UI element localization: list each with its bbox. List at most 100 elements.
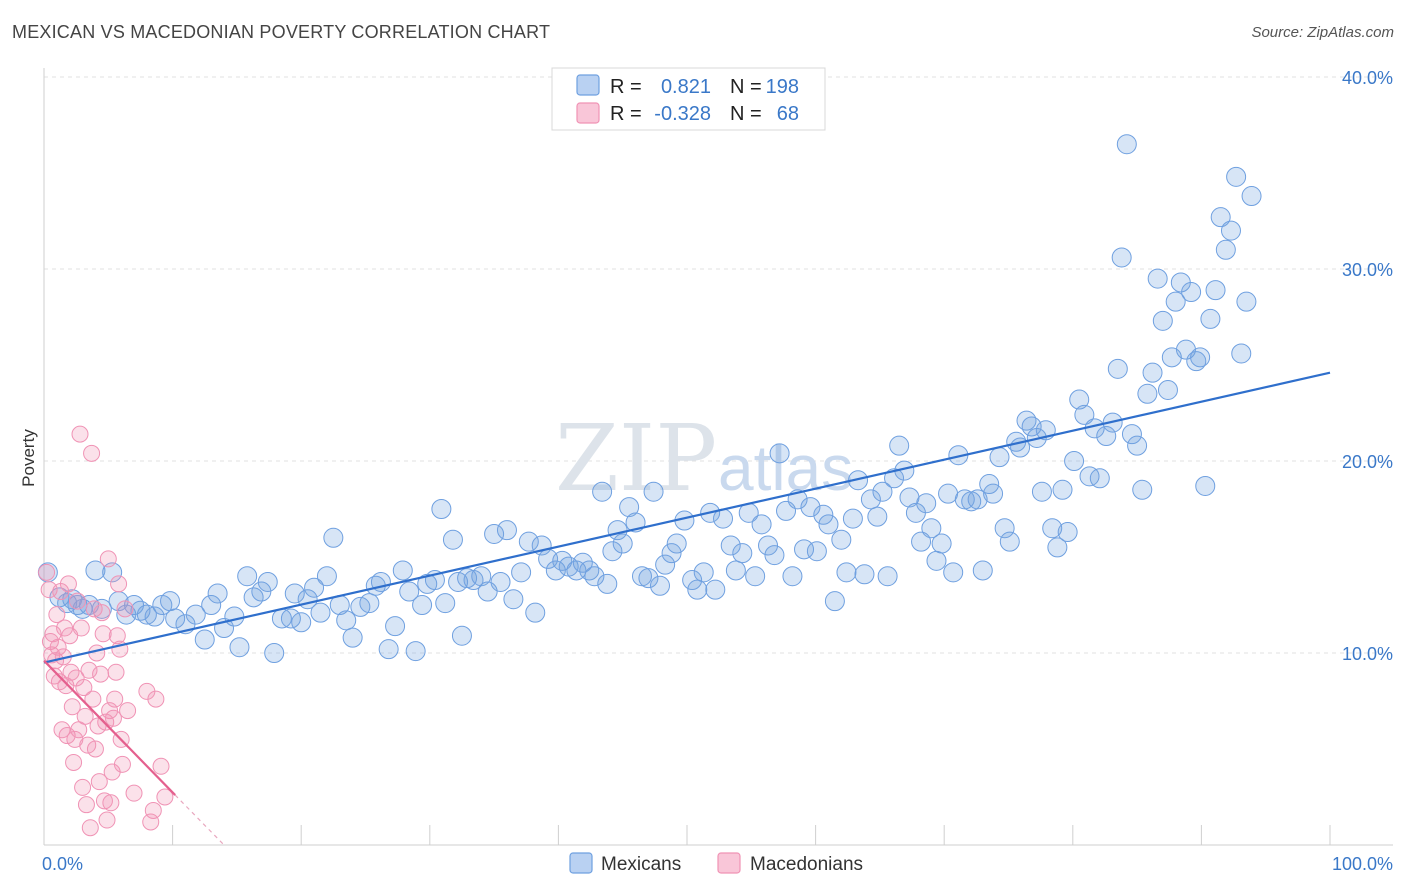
data-point: [224, 606, 245, 627]
data-point: [72, 619, 90, 637]
data-point: [98, 811, 116, 829]
data-point: [75, 679, 93, 697]
data-point: [597, 573, 618, 594]
data-point: [720, 535, 741, 556]
data-point: [1215, 239, 1236, 260]
data-point: [77, 796, 95, 814]
data-point: [92, 665, 110, 683]
data-point: [1200, 308, 1221, 329]
data-point: [237, 566, 258, 587]
data-point: [1142, 362, 1163, 383]
data-point: [1186, 351, 1207, 372]
data-point: [336, 610, 357, 631]
data-point: [511, 562, 532, 583]
data-point: [1226, 166, 1247, 187]
data-point: [90, 773, 108, 791]
data-point: [93, 604, 111, 622]
data-point: [1064, 451, 1085, 471]
data-point: [931, 533, 952, 554]
data-point: [1121, 424, 1142, 445]
data-point: [1147, 268, 1168, 289]
data-point: [81, 819, 99, 837]
trend-line-extension-macedonians: [174, 794, 225, 846]
data-point: [525, 602, 546, 623]
data-point: [1205, 280, 1226, 301]
data-point: [1042, 518, 1063, 539]
data-point: [602, 541, 623, 562]
data-point: [484, 523, 505, 544]
data-point: [323, 527, 344, 548]
legend-n-value-1: 198: [766, 76, 799, 98]
data-point: [119, 702, 137, 720]
y-tick-label: 30.0%: [1342, 260, 1393, 280]
data-point: [94, 625, 112, 643]
data-point: [1137, 383, 1158, 404]
data-point: [431, 499, 452, 519]
data-point: [284, 583, 305, 604]
data-point: [110, 575, 128, 593]
data-point: [872, 481, 893, 502]
data-point: [63, 698, 81, 716]
data-point: [1052, 479, 1073, 500]
data-point: [144, 801, 162, 819]
series-mexicans: [37, 134, 1262, 663]
data-point: [304, 577, 325, 598]
legend-n-label-1: N =: [730, 76, 762, 98]
data-point: [1236, 291, 1257, 312]
data-point: [782, 566, 803, 587]
data-point: [79, 736, 97, 754]
data-point: [104, 709, 122, 727]
data-point: [994, 518, 1015, 539]
data-point: [74, 778, 92, 796]
data-point: [1096, 426, 1117, 447]
data-point: [916, 493, 937, 514]
data-point: [584, 566, 605, 587]
x-tick-label: 0.0%: [42, 854, 83, 874]
legend-n-value-2: 68: [777, 103, 799, 125]
data-point: [310, 602, 331, 623]
data-point: [207, 583, 228, 604]
data-point: [877, 566, 898, 587]
data-point: [1111, 247, 1132, 268]
data-point: [619, 497, 640, 518]
data-point: [49, 638, 67, 656]
legend-r-label-1: R =: [610, 76, 642, 98]
watermark-atlas: atlas: [718, 432, 853, 504]
data-point: [136, 604, 157, 625]
data-point: [1089, 468, 1110, 489]
data-point: [824, 591, 845, 612]
data-point: [399, 581, 420, 602]
data-point: [201, 595, 222, 615]
data-point: [99, 550, 117, 568]
data-point: [503, 589, 524, 610]
data-point: [1210, 207, 1231, 228]
series-macedonians: [38, 425, 174, 837]
data-point: [943, 562, 964, 583]
legend-r-value-1: 0.821: [661, 76, 711, 98]
trend-line-macedonians: [43, 659, 176, 796]
data-point: [1116, 134, 1137, 155]
data-point: [1241, 186, 1262, 207]
data-point: [68, 592, 86, 610]
data-point: [144, 606, 165, 627]
watermark-zip: ZIP: [555, 405, 717, 512]
data-point: [989, 447, 1010, 468]
data-point: [1057, 522, 1078, 543]
data-point: [108, 627, 126, 645]
chart-title: MEXICAN VS MACEDONIAN POVERTY CORRELATIO…: [12, 22, 551, 42]
data-point: [165, 608, 186, 629]
data-point: [666, 533, 687, 554]
data-point: [1152, 310, 1173, 331]
legend-r-value-2: -0.328: [654, 103, 711, 125]
legend-n-label-2: N =: [730, 103, 762, 125]
trend-line-mexicans: [43, 371, 1331, 664]
data-point: [1190, 347, 1211, 368]
y-tick-label: 40.0%: [1342, 68, 1393, 88]
data-point: [229, 637, 250, 658]
data-point: [1127, 435, 1148, 456]
y-axis-title: Poverty: [19, 429, 38, 487]
data-point: [972, 560, 993, 581]
data-point: [291, 612, 312, 633]
data-point: [687, 579, 708, 600]
